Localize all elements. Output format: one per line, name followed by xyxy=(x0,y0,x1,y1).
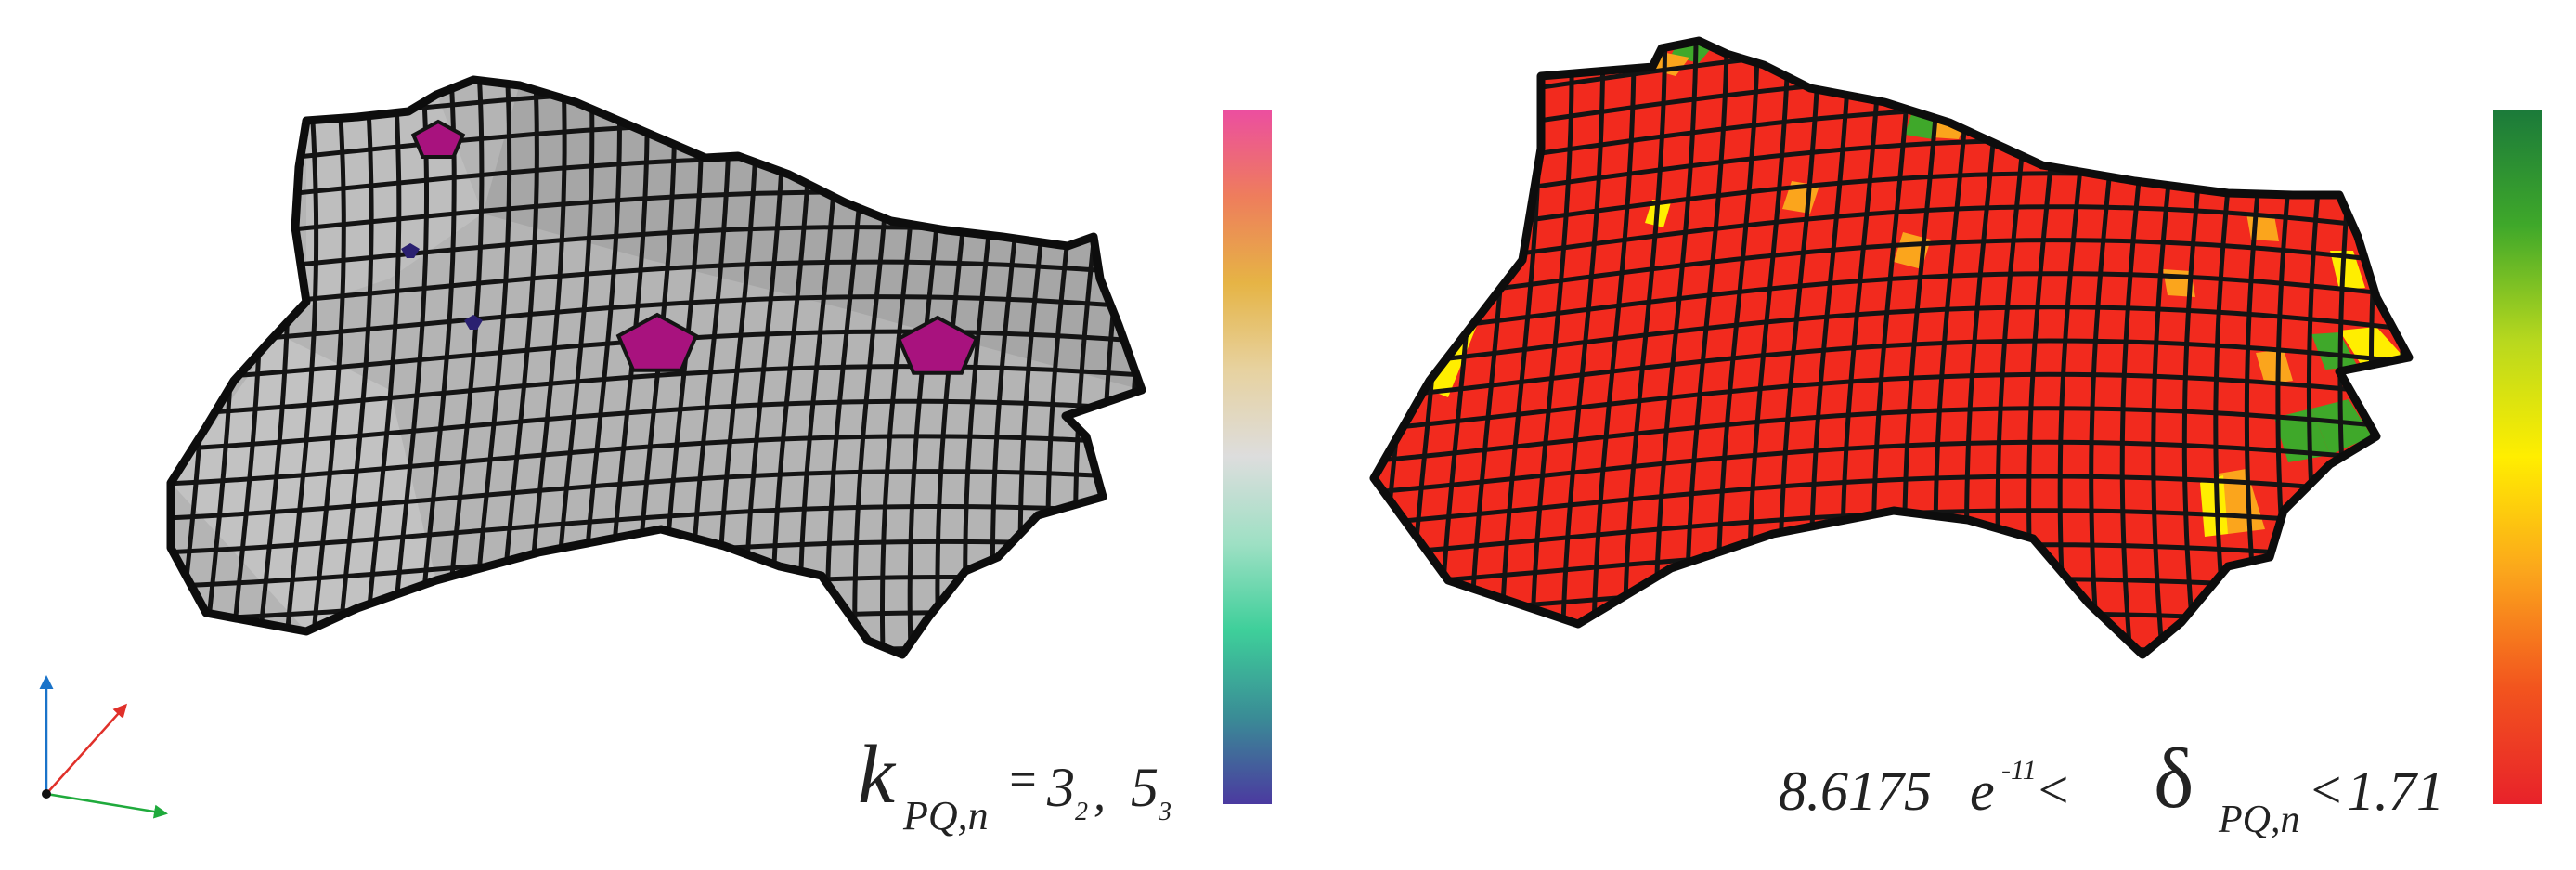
formula-delta-upper: 1.71 xyxy=(2347,760,2444,822)
deviation-quad xyxy=(2200,475,2228,537)
singular-triangle-vertex-2 xyxy=(464,315,483,330)
formula-delta-exponent: -11 xyxy=(2001,755,2037,786)
formula-delta-lt2: < xyxy=(2308,760,2345,820)
left-singular-vertices xyxy=(401,119,979,375)
left-quad-mesh xyxy=(166,75,1146,659)
formula-k-separator: , xyxy=(1094,768,1106,821)
right-quad-mesh xyxy=(1369,36,2414,659)
right-colorbar xyxy=(2493,110,2542,804)
formula-k-value-3-sub: 2 xyxy=(1075,798,1088,826)
singular-triangle-vertex-1 xyxy=(401,243,420,258)
formula-delta-symbol: δ xyxy=(2154,731,2194,825)
axis-triad-icon xyxy=(39,675,168,819)
formula-delta-lower: 8.6175 xyxy=(1779,760,1932,822)
formula-delta-exp-base: e xyxy=(1970,760,1995,822)
left-colorbar xyxy=(1223,110,1272,804)
formula-k-symbol: k xyxy=(858,729,895,821)
right-mesh-boundary xyxy=(1369,36,2414,659)
deviation-quad xyxy=(2256,349,2293,384)
formula-k-subscript: PQ,n xyxy=(903,793,989,838)
formula-delta-subscript: PQ,n xyxy=(2219,799,2300,841)
formula-k-value-5: 5 xyxy=(1131,757,1159,818)
left-mesh-boundary xyxy=(166,75,1146,659)
formula-k-value-3: 3 xyxy=(1047,757,1075,818)
formula-k-value-5-sub: 3 xyxy=(1159,798,1171,826)
singular-pentagon-top xyxy=(410,119,466,159)
formula-k-equals: = xyxy=(1006,754,1040,807)
formula-delta-lt1: < xyxy=(2035,760,2072,820)
singular-pentagon-right xyxy=(896,315,979,375)
deviation-quad xyxy=(2330,251,2365,290)
singular-pentagon-center xyxy=(615,312,699,372)
deviation-quad xyxy=(2311,332,2358,370)
